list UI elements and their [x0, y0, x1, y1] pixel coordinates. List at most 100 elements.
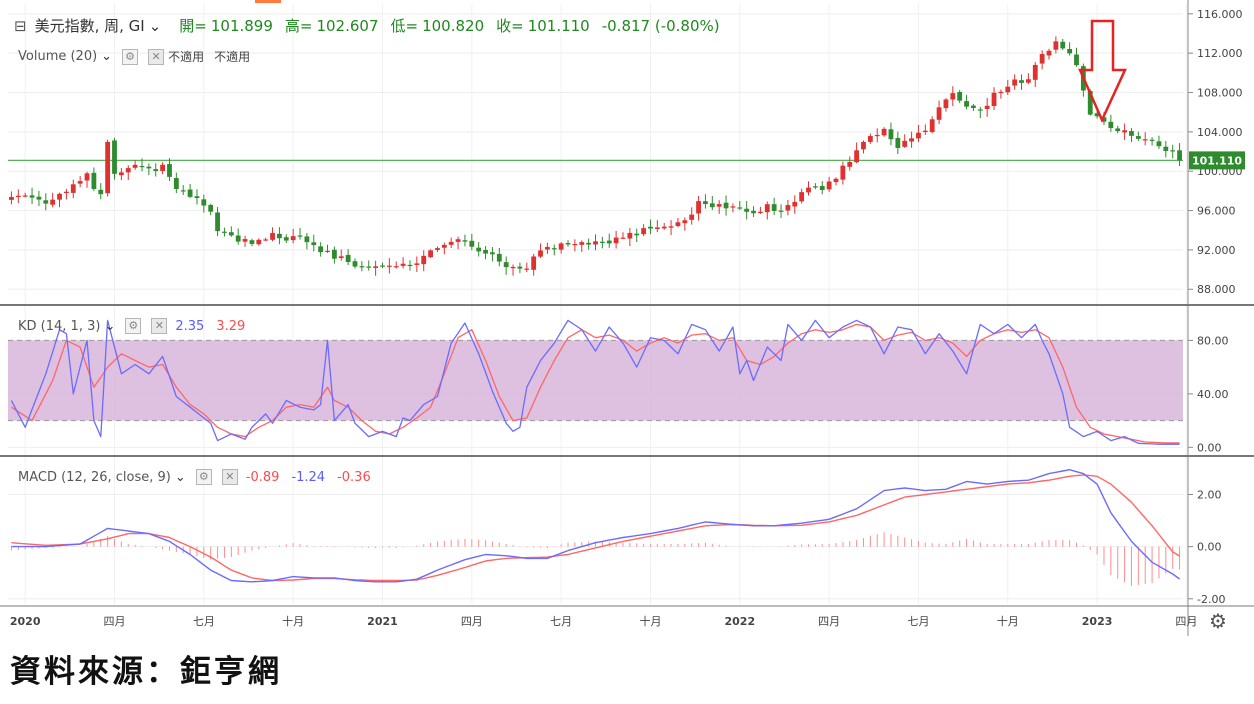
- candle: [441, 242, 447, 255]
- candle: [758, 206, 763, 214]
- settings-icon[interactable]: ⚙: [125, 318, 142, 334]
- candle-body: [146, 166, 152, 169]
- candle-body: [806, 187, 811, 193]
- candle: [867, 133, 873, 144]
- candle: [359, 261, 365, 272]
- candle: [201, 194, 207, 213]
- candle-body: [957, 92, 963, 101]
- candle-body: [77, 181, 83, 184]
- candle: [929, 116, 935, 134]
- candle-body: [331, 249, 337, 259]
- settings-icon[interactable]: ⚙: [195, 469, 212, 485]
- candle: [840, 161, 846, 185]
- close-icon[interactable]: ✕: [148, 48, 165, 65]
- candle: [318, 242, 324, 257]
- candle-body: [277, 233, 282, 239]
- candle: [1129, 128, 1134, 143]
- candle: [270, 227, 275, 242]
- candle: [153, 163, 159, 177]
- high-value: 102.607: [316, 16, 379, 35]
- chevron-down-icon[interactable]: ⌄: [104, 318, 116, 334]
- candle-body: [235, 235, 241, 242]
- candle: [132, 160, 138, 170]
- candle: [235, 228, 241, 245]
- candle: [895, 131, 901, 155]
- candle-body: [15, 195, 21, 197]
- kd-y-tick: 80.00: [1197, 334, 1229, 347]
- candle: [448, 237, 454, 249]
- candle-body: [661, 226, 667, 229]
- kd-k-line: [10, 319, 1180, 445]
- candle-body: [888, 129, 894, 140]
- low-value: 100.820: [422, 16, 485, 35]
- candle: [792, 195, 798, 214]
- candle: [496, 247, 502, 267]
- candle: [826, 176, 832, 192]
- candle: [366, 260, 372, 271]
- candle-body: [180, 190, 186, 192]
- candle: [57, 192, 62, 208]
- candle-body: [867, 136, 873, 142]
- candle-body: [682, 220, 688, 224]
- candle: [98, 183, 104, 200]
- candle-body: [1067, 48, 1073, 54]
- volume-legend: Volume (20) ⌄ ⚙ ✕ 不適用 不適用: [18, 48, 250, 65]
- symbol-title[interactable]: 美元指數, 周, GI: [34, 17, 145, 35]
- settings-icon[interactable]: ⚙: [122, 48, 139, 65]
- price-candles: [9, 36, 1182, 276]
- close-icon[interactable]: ✕: [221, 469, 238, 485]
- chevron-down-icon[interactable]: ⌄: [148, 16, 162, 35]
- macd-name[interactable]: MACD (12, 26, close, 9): [18, 469, 171, 485]
- candle: [331, 246, 337, 264]
- candle: [311, 234, 317, 252]
- candle-body: [1149, 139, 1155, 141]
- main-legend: ⊟ 美元指數, 周, GI ⌄ 開= 101.899 高= 102.607 低= 10…: [14, 15, 720, 36]
- candle-body: [1019, 80, 1024, 83]
- candle-body: [792, 201, 798, 207]
- candle: [9, 191, 14, 205]
- candle: [1163, 140, 1169, 158]
- macd-hist-value: -0.89: [245, 469, 280, 485]
- candle-body: [215, 212, 220, 232]
- down-arrow-annotation: [1078, 19, 1127, 124]
- candle-body: [1060, 41, 1066, 49]
- candle: [606, 233, 612, 248]
- candle: [462, 234, 468, 247]
- candle-body: [105, 141, 111, 194]
- candle-body: [998, 91, 1004, 94]
- candle-body: [132, 164, 138, 168]
- candle-body: [483, 249, 488, 254]
- candle: [263, 237, 269, 242]
- candle: [1032, 62, 1038, 88]
- candle: [785, 200, 791, 216]
- candle-body: [758, 211, 763, 213]
- candle: [1046, 48, 1052, 60]
- candle-body: [517, 266, 523, 269]
- candle-body: [194, 196, 200, 198]
- collapse-icon[interactable]: ⊟: [14, 16, 27, 35]
- candle: [957, 89, 963, 104]
- candle: [187, 183, 193, 199]
- candle-body: [469, 240, 475, 247]
- candle-body: [503, 262, 509, 268]
- volume-name[interactable]: Volume (20): [18, 49, 98, 64]
- chevron-down-icon[interactable]: ⌄: [174, 469, 186, 485]
- candle-body: [153, 169, 159, 171]
- kd-name[interactable]: KD (14, 1, 3): [18, 318, 101, 334]
- gear-icon[interactable]: ⚙: [1209, 609, 1227, 633]
- candle: [242, 235, 248, 247]
- macd-y-tick: -2.00: [1197, 593, 1225, 606]
- candle: [819, 181, 825, 195]
- candle-body: [716, 204, 722, 207]
- candle-body: [441, 244, 447, 248]
- x-tick: 四月: [1175, 615, 1197, 628]
- candle: [737, 201, 743, 210]
- candle: [84, 171, 90, 188]
- candle-body: [43, 200, 49, 204]
- chevron-down-icon[interactable]: ⌄: [101, 49, 113, 64]
- candle: [1135, 131, 1141, 141]
- close-icon[interactable]: ✕: [151, 318, 168, 334]
- candle: [50, 192, 56, 208]
- candle-body: [833, 178, 839, 183]
- candle-body: [414, 263, 420, 265]
